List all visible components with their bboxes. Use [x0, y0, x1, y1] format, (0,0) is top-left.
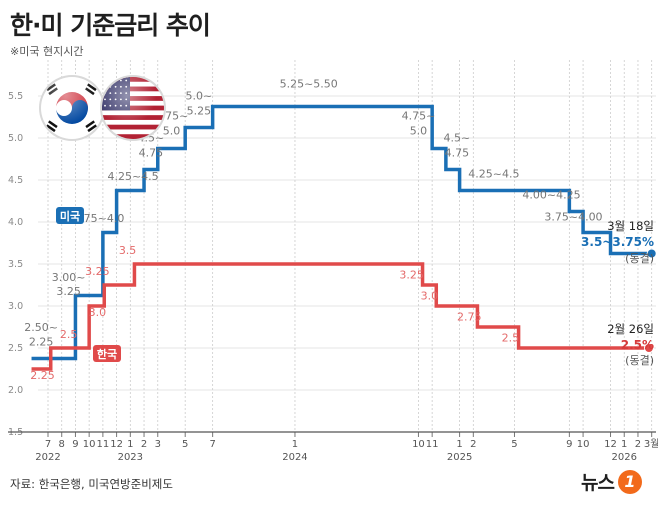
x-year-label: 2024 [282, 452, 307, 463]
data-label: 2.5 [502, 331, 520, 344]
x-tick-label: 10 [577, 439, 590, 450]
data-label: 3.0 [421, 289, 439, 302]
svg-text:2.5%: 2.5% [621, 338, 654, 352]
data-label: 4.25~4.5 [107, 170, 158, 183]
x-tick-label: 10 [412, 439, 425, 450]
x-tick-label: 1 [621, 439, 627, 450]
data-label: 3.75~4.0 [73, 212, 124, 225]
series-endpoint [643, 343, 654, 353]
y-axis: 1.52.02.53.03.54.04.55.05.5 [8, 91, 23, 438]
data-label: 3.75~4.00 [544, 210, 602, 223]
x-tick-label: 2 [141, 439, 147, 450]
source-note: 자료: 한국은행, 미국연방준비제도 [10, 477, 173, 491]
series-endpoint [646, 248, 657, 259]
data-labels: 2.50~2.253.00~3.253.75~4.04.25~4.54.5~4.… [24, 78, 602, 382]
page-title: 한·미 기준금리 추이 [10, 11, 211, 40]
x-tick-label: 3월 [644, 438, 658, 450]
data-label: 5.25~5.50 [280, 78, 338, 91]
x-tick-label: 3 [155, 439, 161, 450]
x-tick-label: 12 [604, 439, 617, 450]
x-tick-label: 5 [182, 439, 188, 450]
legend-kr: 한국 [93, 345, 121, 362]
svg-text:(동결): (동결) [625, 252, 654, 265]
series-line-us [31, 104, 652, 361]
x-year-label: 2026 [612, 452, 637, 463]
data-label: 3.00~ [52, 271, 86, 284]
data-label: 5.0~ [186, 89, 213, 102]
data-label: 2.25 [30, 369, 55, 382]
x-year-label: 2022 [35, 452, 60, 463]
x-tick-label: 2 [635, 439, 641, 450]
timezone-note: ※미국 현지시간 [10, 45, 84, 58]
x-tick-label: 1 [127, 439, 133, 450]
y-tick-label: 4.5 [8, 175, 23, 186]
x-tick-label: 9 [566, 439, 572, 450]
y-tick-label: 5.5 [8, 91, 23, 102]
svg-text:3.5~3.75%: 3.5~3.75% [581, 235, 654, 249]
x-tick-label: 9 [72, 439, 78, 450]
data-label: 3.5 [119, 244, 137, 257]
x-year-label: 2025 [447, 452, 472, 463]
flag-gloss [102, 77, 164, 139]
data-label: 2.5 [60, 328, 78, 341]
data-label: 2.75 [457, 310, 482, 323]
flag-star [104, 85, 106, 88]
svg-text:2월 26일: 2월 26일 [607, 322, 654, 336]
data-label: 3.25 [399, 268, 424, 281]
x-year-label: 2023 [118, 452, 143, 463]
data-label: 4.75 [445, 146, 470, 159]
series-line-kr [31, 262, 649, 371]
svg-text:3월 18일: 3월 18일 [607, 219, 654, 233]
svg-text:미국: 미국 [60, 209, 80, 223]
x-tick-label: 5 [511, 439, 517, 450]
data-label: 4.75 [139, 146, 164, 159]
series-kr [31, 262, 654, 371]
data-label: 5.0 [163, 125, 181, 138]
x-tick-label: 12 [110, 439, 123, 450]
y-tick-label: 2.0 [8, 385, 23, 396]
news1-logo: 뉴스 1 [581, 468, 642, 495]
data-label: 3.25 [56, 285, 81, 298]
annotation-us: 3월 18일 3.5~3.75% (동결) [581, 219, 654, 265]
korea-flag-icon [39, 75, 105, 141]
legend-us: 미국 [56, 207, 84, 224]
data-label: 2.50~ [24, 321, 58, 334]
data-label: 3.0 [89, 306, 107, 319]
flag-star [109, 79, 112, 82]
data-label: 4.5~ [443, 131, 470, 144]
x-tick-label: 11 [426, 439, 439, 450]
series-us [31, 104, 657, 361]
data-label: 3.25 [85, 265, 110, 278]
usa-flag-icon [100, 75, 166, 141]
x-tick-label: 7 [45, 439, 51, 450]
data-label: 2.25 [29, 335, 54, 348]
svg-text:한국: 한국 [97, 347, 117, 361]
x-tick-label: 7 [209, 439, 215, 450]
x-tick-label: 2 [470, 439, 476, 450]
y-tick-label: 4.0 [8, 217, 23, 228]
data-label: 5.0 [410, 125, 428, 138]
y-tick-label: 2.5 [8, 343, 23, 354]
data-label: 4.75~ [402, 110, 436, 123]
y-tick-label: 3.0 [8, 301, 23, 312]
y-tick-label: 5.0 [8, 133, 23, 144]
svg-text:(동결): (동결) [625, 354, 654, 367]
x-tick-label: 1 [456, 439, 462, 450]
flag-star [104, 79, 106, 82]
x-tick-label: 11 [97, 439, 110, 450]
x-tick-label: 1 [292, 439, 298, 450]
logo-mark: 1 [618, 469, 642, 494]
logo-text: 뉴스 [581, 472, 615, 494]
data-label: 4.25~4.5 [468, 167, 519, 180]
data-label: 4.00~4.25 [522, 188, 580, 201]
x-tick-label: 8 [59, 439, 65, 450]
y-tick-label: 3.5 [8, 259, 23, 270]
annotation-kr: 2월 26일 2.5% (동결) [607, 322, 654, 367]
x-tick-label: 10 [83, 439, 96, 450]
data-label: 5.25 [187, 104, 212, 117]
